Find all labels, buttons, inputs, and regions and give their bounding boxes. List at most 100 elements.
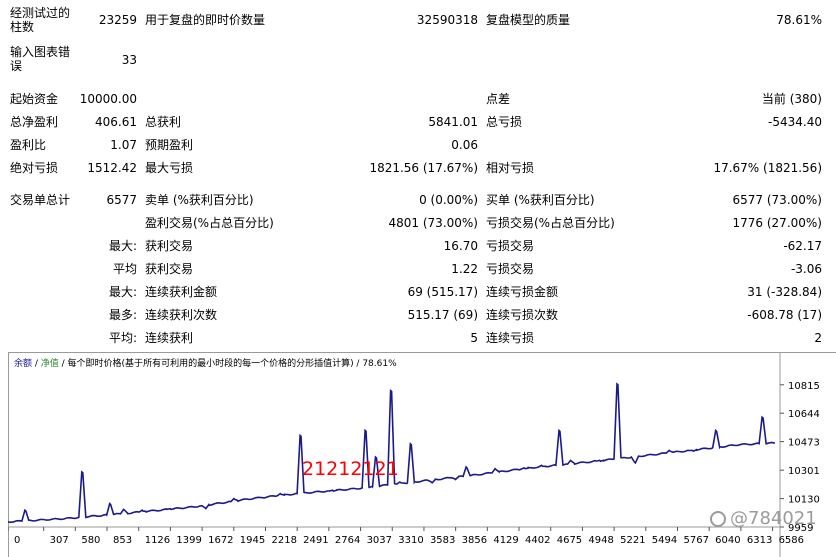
net-profit-label: 总净盈利 xyxy=(10,115,59,129)
maximal-cons-loss-value: -608.78 (17) xyxy=(747,308,822,322)
x-tick-label: 4402 xyxy=(525,535,550,546)
x-tick-label: 2764 xyxy=(335,535,360,546)
y-tick-label: 10815 xyxy=(788,381,820,392)
x-tick-label: 2491 xyxy=(303,535,328,546)
avg-profit-label: 获利交易 xyxy=(145,262,194,276)
gross-loss-value: -5434.40 xyxy=(768,115,822,129)
average-label: 平均 xyxy=(112,262,137,276)
short-positions-value: 0 (0.00%) xyxy=(419,193,478,207)
profit-factor-label: 盈利比 xyxy=(10,138,47,152)
x-tick-label: 3037 xyxy=(367,535,392,546)
loss-trades-label: 亏损交易(%占总百分比) xyxy=(486,216,615,230)
max-cons-losses-label: 连续亏损金额 xyxy=(486,285,559,299)
balance-chart-svg: 10815 10644 10473 10301 10130 9959 0 307 580 853 1… xyxy=(8,352,820,557)
y-tick-label: 10473 xyxy=(788,438,820,449)
x-tick-label: 0 xyxy=(14,535,20,546)
avg-cons-losses-value: 2 xyxy=(814,331,822,345)
avg-cons-losses-label: 连续亏损 xyxy=(486,331,535,345)
avg-consecutive-label: 平均: xyxy=(108,331,137,345)
balance-chart xyxy=(8,352,836,557)
model-quality-label: 复盘模型的质量 xyxy=(486,13,571,27)
x-tick-label: 6040 xyxy=(715,535,740,546)
x-tick-label: 1672 xyxy=(208,535,233,546)
maximal-cons-profit-value: 515.17 (69) xyxy=(407,308,478,322)
y-tick-label: 9959 xyxy=(788,523,813,534)
max-drawdown-value: 1821.56 (17.67%) xyxy=(369,161,478,175)
y-tick-label: 10130 xyxy=(788,495,820,506)
y-tick-label: 10301 xyxy=(788,466,820,477)
gross-profit-label: 总获利 xyxy=(145,115,182,129)
rel-drawdown-value: 17.67% (1821.56) xyxy=(713,161,822,175)
largest-label: 最大: xyxy=(108,239,137,253)
y-tick-label: 10644 xyxy=(788,409,820,420)
maximal-cons-loss-label: 连续亏损次数 xyxy=(486,308,559,322)
rel-drawdown-label: 相对亏损 xyxy=(486,161,535,175)
avg-profit-value: 1.22 xyxy=(451,262,478,276)
maximal-label: 最多: xyxy=(108,308,137,322)
ticks-value: 32590318 xyxy=(416,13,478,27)
initial-deposit-value: 10000.00 xyxy=(79,92,137,106)
total-trades-value: 6577 xyxy=(106,193,137,207)
largest-loss-label: 亏损交易 xyxy=(486,239,535,253)
spread-value: 当前 (380) xyxy=(761,92,822,106)
avg-loss-label: 亏损交易 xyxy=(486,262,535,276)
chart-errors-label: 输入图表错误 xyxy=(10,45,71,73)
bars-tested-label: 经测试过的柱数 xyxy=(10,6,71,34)
x-tick-label: 2218 xyxy=(271,535,296,546)
watermark-icon xyxy=(710,511,726,527)
gross-profit-value: 5841.01 xyxy=(428,115,478,129)
model-quality-value: 78.61% xyxy=(776,13,822,27)
largest-loss-value: -62.17 xyxy=(783,239,822,253)
long-positions-value: 6577 (73.00%) xyxy=(732,193,822,207)
avg-cons-wins-label: 连续获利 xyxy=(145,331,194,345)
x-tick-label: 3310 xyxy=(398,535,423,546)
legend-equity: 净值 xyxy=(40,359,59,369)
watermark: @784021 xyxy=(730,508,817,529)
x-tick-label: 1126 xyxy=(145,535,170,546)
x-tick-label: 5767 xyxy=(683,535,708,546)
x-tick-label: 853 xyxy=(113,535,132,546)
max-cons-losses-value: 31 (-328.84) xyxy=(747,285,822,299)
x-tick-label: 3856 xyxy=(462,535,487,546)
loss-trades-value: 1776 (27.00%) xyxy=(732,216,822,230)
x-tick-label: 1399 xyxy=(176,535,201,546)
legend-separator: / xyxy=(32,359,41,369)
bars-tested-value: 23259 xyxy=(98,13,137,27)
max-consecutive-label: 最大: xyxy=(108,285,137,299)
total-trades-label: 交易单总计 xyxy=(10,193,71,207)
x-tick-label: 3583 xyxy=(430,535,455,546)
profit-trades-value: 4801 (73.00%) xyxy=(388,216,478,230)
maximal-cons-profit-label: 连续获利次数 xyxy=(145,308,218,322)
x-tick-label: 5221 xyxy=(620,535,645,546)
abs-drawdown-value: 1512.42 xyxy=(87,161,137,175)
x-tick-label: 307 xyxy=(50,535,69,546)
overlay-text: 21212121 xyxy=(302,458,399,480)
x-tick-label: 5494 xyxy=(652,535,677,546)
avg-cons-wins-value: 5 xyxy=(470,331,478,345)
max-drawdown-label: 最大亏损 xyxy=(145,161,194,175)
expected-payoff-value: 0.06 xyxy=(451,138,478,152)
ticks-label: 用于复盘的即时价数量 xyxy=(145,13,266,27)
abs-drawdown-label: 绝对亏损 xyxy=(10,161,59,175)
x-tick-label: 1945 xyxy=(240,535,265,546)
x-tick-label: 6586 xyxy=(779,535,804,546)
max-cons-wins-value: 69 (515.17) xyxy=(407,285,478,299)
expected-payoff-label: 预期盈利 xyxy=(145,138,194,152)
avg-loss-value: -3.06 xyxy=(790,262,822,276)
initial-deposit-label: 起始资金 xyxy=(10,92,59,106)
x-tick-label: 4675 xyxy=(557,535,582,546)
balance-line xyxy=(8,382,776,524)
largest-profit-label: 获利交易 xyxy=(145,239,194,253)
largest-profit-value: 16.70 xyxy=(443,239,478,253)
x-tick-label: 4948 xyxy=(588,535,613,546)
x-tick-label: 4129 xyxy=(493,535,518,546)
x-tick-label: 580 xyxy=(81,535,100,546)
gross-loss-label: 总亏损 xyxy=(486,115,523,129)
long-positions-label: 买单 (%获利百分比) xyxy=(486,193,595,207)
net-profit-value: 406.61 xyxy=(95,115,137,129)
chart-legend: 余额 / 净值 / 每个即时价格(基于所有可利用的最小时段的每一个价格的分形插值… xyxy=(14,357,397,371)
max-cons-wins-label: 连续获利金额 xyxy=(145,285,218,299)
x-tick-label: 6313 xyxy=(747,535,772,546)
legend-description: / 每个即时价格(基于所有可利用的最小时段的每一个价格的分形插值计算) / 78… xyxy=(58,359,397,369)
spread-label: 点差 xyxy=(486,92,511,106)
